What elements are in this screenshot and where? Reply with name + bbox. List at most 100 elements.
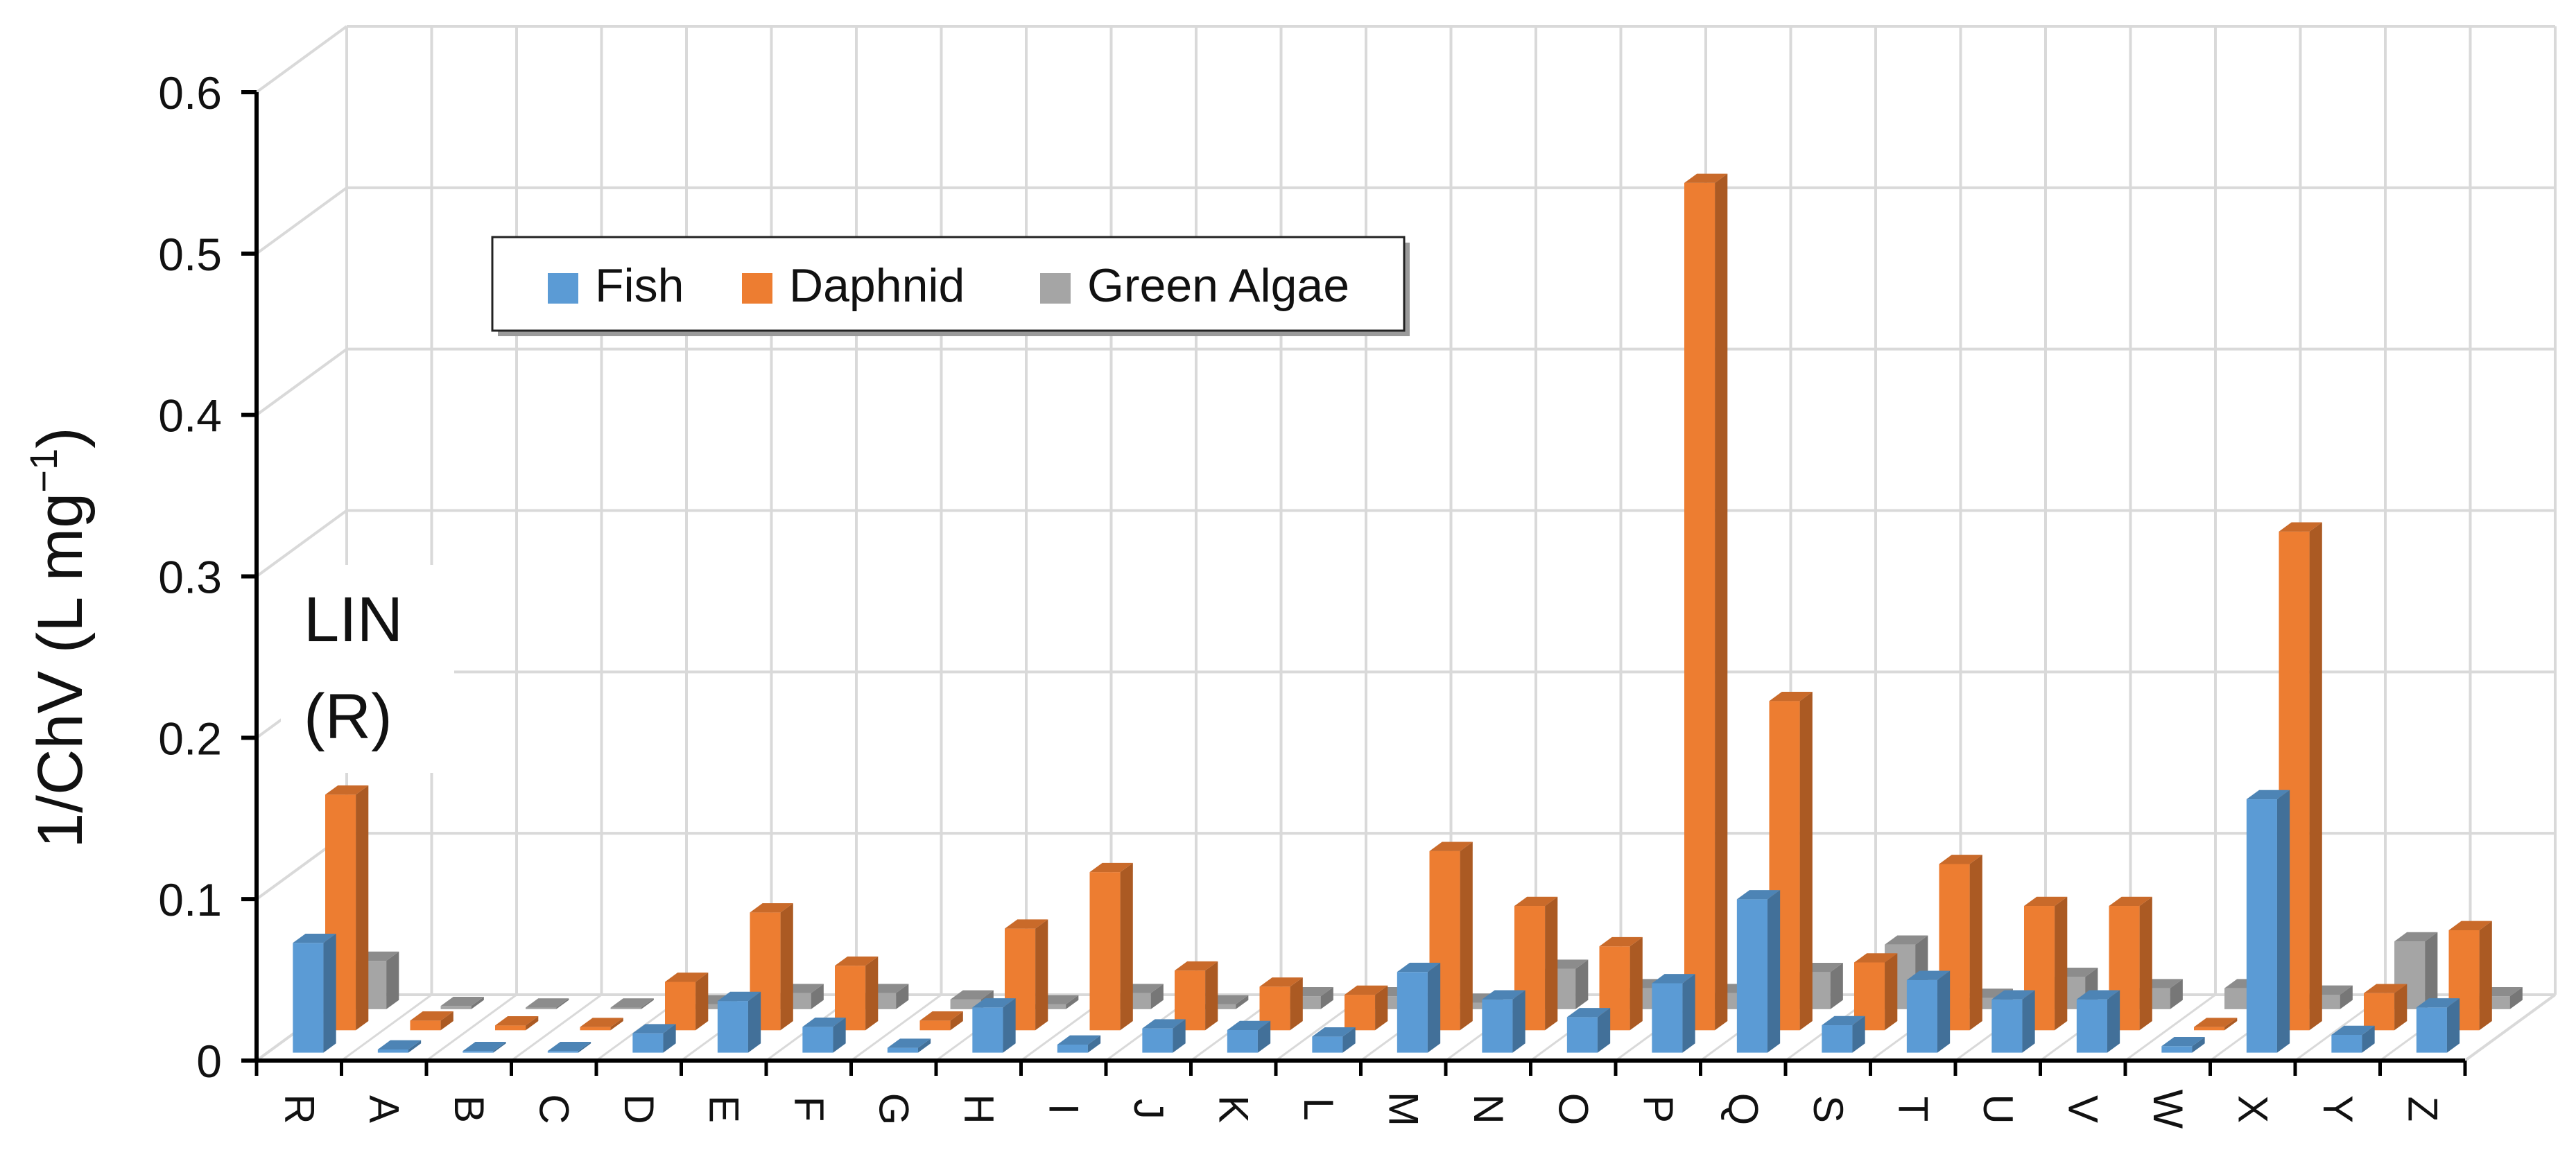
bar-front-daphnid-I xyxy=(1089,872,1121,1031)
bar-side-green-algae-Q xyxy=(1830,963,1843,1009)
legend-label-green-algae: Green Algae xyxy=(1087,259,1349,312)
bar-front-fish-C xyxy=(547,1051,578,1053)
bar-top-fish-B xyxy=(463,1041,506,1052)
x-tick-label-X: X xyxy=(2229,1095,2276,1123)
bar-side-fish-I xyxy=(1087,1035,1101,1053)
bar-side-fish-D xyxy=(663,1024,676,1053)
bar-side-fish-Y xyxy=(2362,1025,2375,1053)
annotation-line-1: LIN xyxy=(304,584,403,655)
bar-top-daphnid-Z xyxy=(2448,921,2492,930)
y-axis-label-main: 1/ChV (L mg xyxy=(25,493,96,848)
bar-side-fish-G xyxy=(917,1038,931,1053)
x-tick-label-Z: Z xyxy=(2399,1097,2446,1122)
bar-front-daphnid-P xyxy=(1684,182,1715,1031)
bar-top-fish-V xyxy=(2076,990,2120,1000)
x-tick-label-J: J xyxy=(1125,1099,1172,1119)
x-tick-label-T: T xyxy=(1890,1097,1936,1122)
bar-fish-K xyxy=(1227,1020,1271,1053)
legend-swatch-daphnid xyxy=(742,273,772,304)
bar-side-fish-T xyxy=(1937,970,1951,1053)
bar-front-green-algae-H xyxy=(1035,1004,1066,1009)
bar-green-algae-Y xyxy=(2394,932,2438,1009)
bar-top-daphnid-N xyxy=(1514,896,1558,907)
bar-side-green-algae-N xyxy=(1575,959,1589,1009)
bar-top-fish-D xyxy=(632,1024,676,1034)
bar-fish-A xyxy=(377,1040,422,1053)
bar-top-fish-P xyxy=(1652,974,1695,984)
bar-top-green-algae-Y xyxy=(2394,932,2438,942)
bar-side-green-algae-F xyxy=(896,984,909,1009)
bar-front-fish-P xyxy=(1652,983,1683,1053)
gridline-floor-1 xyxy=(340,993,433,1062)
bar-front-fish-O xyxy=(1566,1017,1598,1053)
bar-fish-H xyxy=(972,998,1016,1053)
bar-side-green-algae-B xyxy=(556,998,569,1009)
bar-side-fish-O xyxy=(1597,1008,1611,1053)
gridline-floor-2 xyxy=(426,993,517,1062)
bar-side-green-algae-R xyxy=(386,951,399,1009)
legend-swatch-green-algae xyxy=(1040,273,1071,304)
bar-front-fish-G xyxy=(887,1047,918,1053)
x-tick-label-I: I xyxy=(1040,1104,1087,1115)
bar-top-daphnid-U xyxy=(2024,896,2068,907)
bar-side-fish-H xyxy=(1003,998,1016,1053)
bar-front-fish-F xyxy=(802,1027,833,1053)
bar-front-green-algae-A xyxy=(440,1006,472,1009)
bar-side-daphnid-H xyxy=(1035,919,1048,1031)
bar-side-green-algae-A xyxy=(471,996,484,1009)
bar-fish-P xyxy=(1652,974,1695,1053)
bar-front-daphnid-G xyxy=(919,1020,951,1031)
bar-top-fish-E xyxy=(717,991,761,1002)
bar-top-fish-Q xyxy=(1736,890,1781,900)
bar-top-daphnid-I xyxy=(1089,862,1133,873)
bar-side-daphnid-Z xyxy=(2479,921,2492,1031)
bar-daphnid-B xyxy=(495,1016,539,1031)
bar-green-algae-B xyxy=(526,998,569,1009)
bar-top-fish-K xyxy=(1227,1020,1271,1031)
bar-side-daphnid-N xyxy=(1545,896,1558,1031)
bar-daphnid-W xyxy=(2194,1018,2238,1031)
bar-top-fish-Y xyxy=(2331,1025,2375,1035)
bar-top-daphnid-K xyxy=(1259,977,1303,987)
bar-fish-J xyxy=(1142,1019,1186,1053)
bar-top-fish-C xyxy=(547,1041,591,1052)
bar-side-green-algae-J xyxy=(1236,995,1249,1009)
bar-front-daphnid-C xyxy=(580,1027,611,1031)
bar-fish-Y xyxy=(2331,1025,2375,1053)
bar-fish-F xyxy=(802,1018,846,1053)
y-axis-title: 1/ChV (L mg−1) xyxy=(21,427,96,848)
bar-side-daphnid-K xyxy=(1290,977,1303,1031)
bar-fish-X xyxy=(2246,790,2290,1053)
bar-daphnid-A xyxy=(410,1011,453,1031)
bar-side-fish-W xyxy=(2192,1036,2205,1053)
bar-top-daphnid-W xyxy=(2194,1018,2238,1027)
gridline-side-3 xyxy=(255,509,348,578)
x-tick-label-F: F xyxy=(786,1097,832,1122)
bar-fish-E xyxy=(717,991,761,1053)
gridline-side-5 xyxy=(255,186,348,255)
bar-top-daphnid-B xyxy=(495,1016,539,1026)
bar-side-fish-N xyxy=(1512,990,1525,1053)
bar-side-fish-L xyxy=(1342,1027,1356,1053)
bar-front-fish-Y xyxy=(2331,1034,2362,1053)
bar-top-fish-L xyxy=(1312,1027,1356,1037)
bar-side-fish-B xyxy=(493,1041,506,1053)
bar-side-fish-A xyxy=(408,1040,422,1053)
bar-side-daphnid-I xyxy=(1120,862,1133,1031)
bar-front-fish-R xyxy=(293,943,324,1053)
bar-daphnid-K xyxy=(1259,977,1303,1031)
bar-top-daphnid-F xyxy=(835,956,879,966)
grid-layer xyxy=(255,25,2557,1062)
bar-side-green-algae-Y xyxy=(2425,932,2438,1009)
y-axis-label-superscript: −1 xyxy=(21,448,65,493)
bar-top-daphnid-M xyxy=(1429,842,1473,851)
bar-top-fish-W xyxy=(2161,1036,2205,1047)
bar-top-green-algae-S xyxy=(1885,935,1928,945)
bar-side-fish-C xyxy=(578,1041,591,1053)
bar-side-daphnid-T xyxy=(1969,855,1982,1031)
y-axis-label-close: ) xyxy=(25,427,96,448)
bar-fish-G xyxy=(887,1038,931,1053)
bar-front-fish-N xyxy=(1482,999,1513,1053)
bar-fish-O xyxy=(1566,1008,1611,1053)
